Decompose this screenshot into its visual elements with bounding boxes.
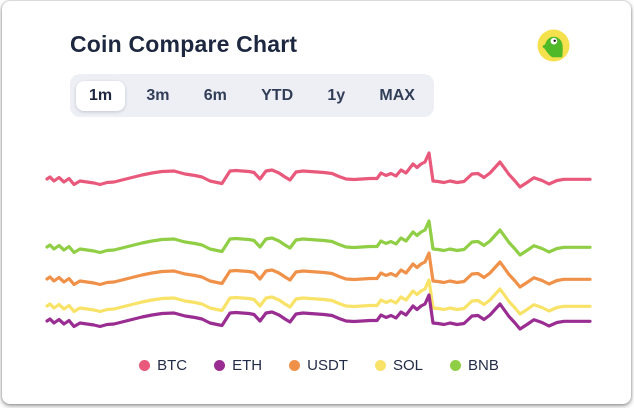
series-line-eth	[45, 293, 592, 331]
legend-item-bnb: BNB	[450, 357, 499, 374]
series-line-btc	[45, 151, 592, 189]
sol-dot-icon	[374, 360, 386, 371]
tab-3m[interactable]: 3m	[133, 81, 182, 111]
tab-1m[interactable]: 1m	[76, 80, 126, 111]
bnb-dot-icon	[450, 360, 461, 371]
legend-item-btc: BTC	[139, 357, 187, 374]
time-range-tabs: 1m 3m 6m YTD 1y MAX	[70, 74, 434, 117]
chart-legend: BTC ETH USDT SOL BNB	[2, 357, 631, 374]
legend-label: ETH	[232, 357, 263, 374]
tab-max[interactable]: MAX	[366, 81, 428, 111]
legend-item-eth: ETH	[214, 357, 262, 374]
tab-6m[interactable]: 6m	[191, 81, 240, 111]
legend-label: SOL	[392, 357, 423, 374]
legend-label: USDT	[307, 357, 348, 374]
legend-item-sol: SOL	[374, 357, 423, 374]
eth-dot-icon	[214, 360, 226, 371]
gecko-logo-icon	[537, 29, 570, 62]
usdt-dot-icon	[289, 360, 301, 371]
series-line-bnb	[45, 219, 592, 257]
tab-ytd[interactable]: YTD	[248, 81, 306, 111]
coin-compare-card: Coin Compare Chart 1m 3m 6m YTD 1y MAX B…	[2, 1, 631, 404]
btc-dot-icon	[139, 360, 151, 371]
legend-label: BTC	[157, 357, 188, 374]
page-title: Coin Compare Chart	[70, 31, 298, 57]
series-line-usdt	[45, 251, 592, 289]
legend-item-usdt: USDT	[289, 357, 348, 374]
legend-label: BNB	[468, 357, 499, 374]
series-line-sol	[45, 278, 592, 316]
tab-1y[interactable]: 1y	[314, 81, 358, 111]
